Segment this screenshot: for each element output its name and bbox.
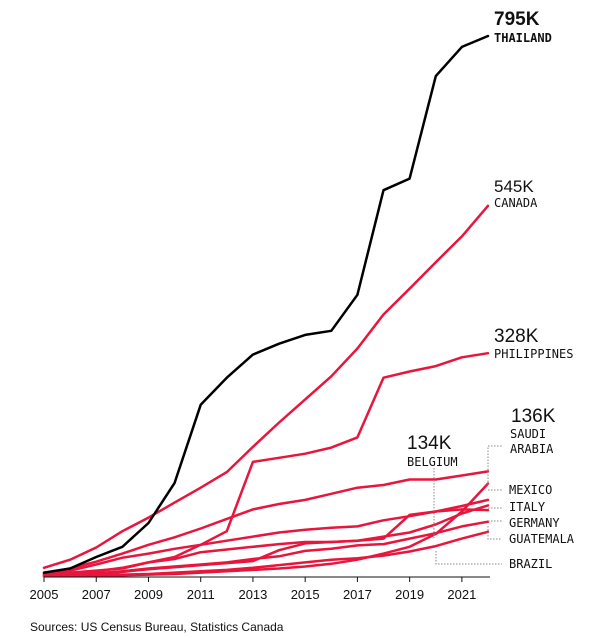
label-belgium: 134K BELGIUM	[407, 433, 458, 469]
series-line-belgium	[42, 470, 490, 575]
canada-value: 545K	[494, 177, 534, 196]
canada-name: CANADA	[494, 196, 538, 210]
series-lines	[42, 34, 490, 578]
leader-brazil	[435, 551, 502, 565]
label-philippines: 328K PHILIPPINES	[494, 326, 573, 361]
philippines-value: 328K	[494, 326, 539, 347]
series-line-brazil	[42, 530, 490, 578]
label-leader-lines	[433, 445, 502, 565]
brazil-name: BRAZIL	[509, 557, 552, 571]
series-line-italy	[42, 508, 490, 577]
x-axis-ticks: 2005 2007 2009 2011 2013 2015 2017 2019 2021	[30, 577, 476, 602]
series-line-canada	[42, 204, 490, 570]
belgium-name: BELGIUM	[407, 455, 458, 469]
mexico-name: MEXICO	[509, 483, 552, 497]
thailand-name: THAILAND	[494, 31, 552, 45]
guatemala-name: GUATEMALA	[509, 532, 575, 546]
germany-name: GERMANY	[509, 516, 560, 530]
series-line-thailand	[42, 34, 490, 574]
x-tick-label-2021: 2021	[447, 587, 476, 602]
label-canada: 545K CANADA	[494, 177, 538, 210]
x-tick-label-2015: 2015	[291, 587, 320, 602]
x-tick-label-2017: 2017	[343, 587, 372, 602]
series-line-guatemala	[42, 504, 490, 578]
source-note: Sources: US Census Bureau, Statistics Ca…	[30, 620, 284, 634]
saudi-name-line2: ARABIA	[510, 442, 554, 456]
leader-guatemala	[487, 526, 502, 540]
belgium-value: 134K	[407, 433, 452, 454]
leader-saudi	[487, 445, 502, 485]
saudi-name-line1: SAUDI	[510, 427, 546, 441]
x-tick-label-2009: 2009	[134, 587, 163, 602]
x-tick-label-2007: 2007	[82, 587, 111, 602]
thailand-value: 795K	[494, 9, 540, 30]
philippines-name: PHILIPPINES	[494, 347, 573, 361]
label-thailand: 795K THAILAND	[494, 9, 552, 45]
x-tick-label-2005: 2005	[30, 587, 59, 602]
x-tick-label-2011: 2011	[187, 587, 215, 602]
x-tick-label-2013: 2013	[238, 587, 267, 602]
x-tick-label-2019: 2019	[395, 587, 424, 602]
saudi-value: 136K	[511, 406, 556, 427]
label-saudi-arabia: 136K SAUDI ARABIA	[510, 406, 556, 456]
italy-name: ITALY	[509, 500, 546, 514]
